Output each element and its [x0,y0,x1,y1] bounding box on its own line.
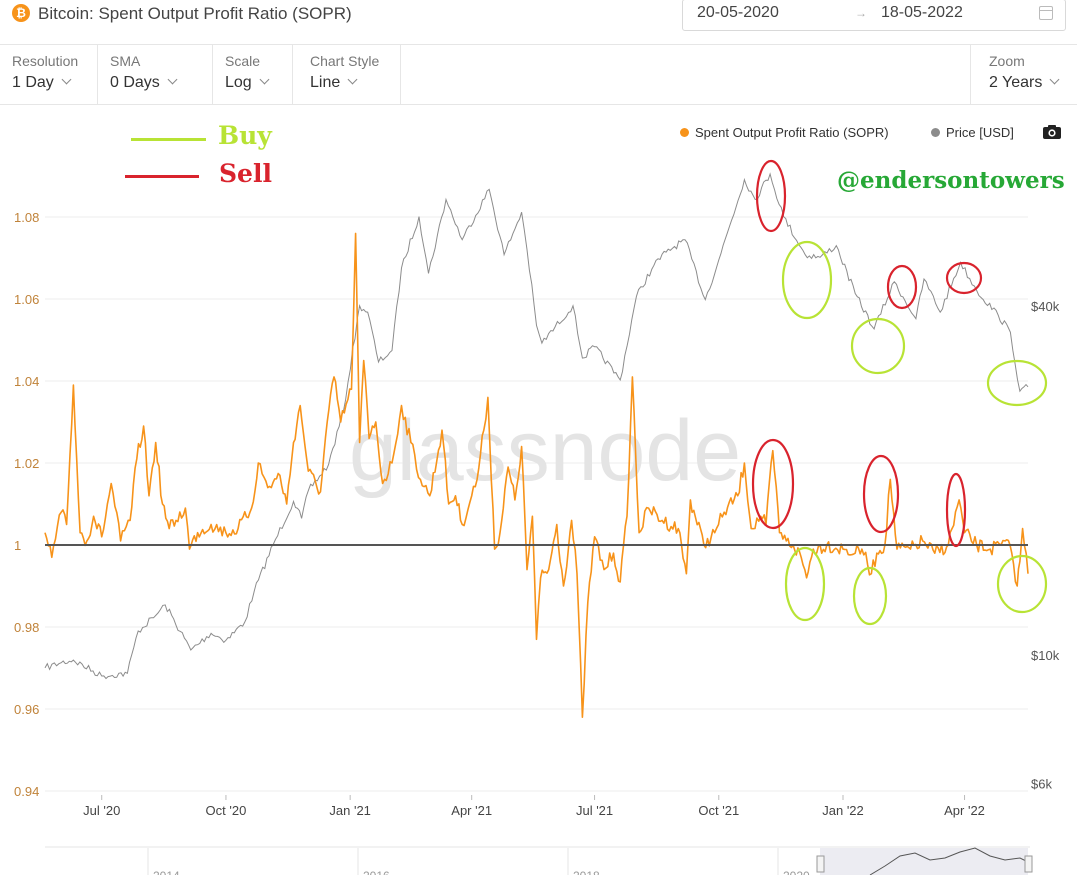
resolution-label: Resolution [12,53,79,69]
x-tick-label: Jan '22 [822,803,864,818]
sell-circle [886,264,918,310]
y-right-tick-label: $10k [1031,648,1060,663]
range-navigator[interactable]: 2014 2016 2018 2020 [45,846,1033,875]
sma-value[interactable]: 0 Days [110,74,178,92]
navigator-year-label: 2016 [363,869,390,875]
sma-label: SMA [110,53,141,69]
x-tick-label: Oct '20 [206,803,247,818]
sell-circle [945,261,983,295]
y-left-tick-label: 1.02 [14,456,39,471]
x-tick-label: Oct '21 [698,803,739,818]
y-left-tick-label: 1.08 [14,210,39,225]
x-tick-label: Jul '20 [83,803,120,818]
y-left-tick-label: 1.04 [14,374,39,389]
arrow-right-icon: → [855,6,867,20]
navigator-selection[interactable] [820,848,1028,875]
navigator-handle[interactable] [1024,855,1033,873]
calendar-icon[interactable] [1039,6,1053,20]
chart-grid [45,216,1028,792]
resolution-value[interactable]: 1 Day [12,74,72,92]
y-left-tick-label: 0.94 [14,784,39,799]
author-handle: @endersontowers [837,167,1065,194]
legend-dot-icon [931,128,940,137]
price-series [44,172,1029,680]
buy-circle [996,554,1048,614]
y-axis-right: $6k $10k $40k [1031,299,1060,792]
buy-circle [784,546,826,622]
legend-item-sopr[interactable]: Spent Output Profit Ratio (SOPR) [680,125,889,140]
legend-label-price: Price [USD] [946,125,1014,140]
sopr-line [44,232,1029,718]
date-end-input[interactable]: 18-05-2022 [881,4,963,21]
sopr-series [44,232,1029,718]
buy-circle [986,359,1048,407]
sell-key-line [125,175,199,178]
chart-style-dropdown[interactable]: Chart Style Line [298,44,401,104]
buy-circle [852,566,888,626]
date-range-picker[interactable]: 20-05-2020 → 18-05-2022 [682,0,1066,31]
y-left-tick-label: 1.06 [14,292,39,307]
buy-annotation-label: Buy [218,121,272,150]
sell-circle [862,454,900,534]
bitcoin-coin-icon: ₿ [12,4,30,22]
buy-circle [781,240,833,320]
y-left-tick-label: 0.96 [14,702,39,717]
x-tick-label: Jul '21 [576,803,613,818]
annotation-circles [751,159,1048,626]
chart-style-label: Chart Style [310,53,380,69]
sell-annotation-label: Sell [219,159,272,188]
buy-circle [850,317,906,375]
y-right-tick-label: $6k [1031,777,1052,792]
sma-dropdown[interactable]: SMA 0 Days [98,44,213,104]
scale-label: Scale [225,53,261,69]
resolution-dropdown[interactable]: Resolution 1 Day [0,44,98,104]
camera-icon[interactable] [1042,124,1062,140]
navigator-price-line [869,847,1029,875]
date-start-input[interactable]: 20-05-2020 [697,4,779,21]
y-left-tick-label: 0.98 [14,620,39,635]
x-tick-label: Jan '21 [329,803,371,818]
navigator-year-label: 2020 [783,869,810,875]
navigator-year-label: 2018 [573,869,600,875]
sell-circle [945,472,967,548]
zoom-dropdown[interactable]: Zoom 2 Years [970,44,1077,104]
scale-dropdown[interactable]: Scale Log [213,44,293,104]
scale-value[interactable]: Log [225,74,270,92]
buy-key-line [131,138,206,141]
sell-circle [755,159,787,233]
legend-label-sopr: Spent Output Profit Ratio (SOPR) [695,125,889,140]
price-line [44,172,1029,680]
glassnode-watermark: glassnode [349,403,741,499]
sell-circle [751,438,795,530]
chart-header: ₿ Bitcoin: Spent Output Profit Ratio (SO… [0,0,1077,45]
x-tick-label: Apr '22 [944,803,985,818]
chart-controls: Resolution 1 Day SMA 0 Days Scale Log Ch… [0,44,1077,105]
x-axis: Jul '20 Oct '20 Jan '21 Apr '21 Jul '21 Oct '… [83,795,985,818]
navigator-year-label: 2014 [153,869,180,875]
y-left-tick-label: 1 [14,538,21,553]
zoom-label: Zoom [989,53,1025,69]
y-axis-left: 0.94 0.96 0.98 1 1.02 1.04 1.06 1.08 [14,210,39,799]
legend-dot-icon [680,128,689,137]
y-right-tick-label: $40k [1031,299,1060,314]
navigator-handle[interactable] [816,855,825,873]
x-tick-label: Apr '21 [451,803,492,818]
page-title: Bitcoin: Spent Output Profit Ratio (SOPR… [38,4,352,23]
legend-item-price[interactable]: Price [USD] [931,125,1014,140]
chart-style-value[interactable]: Line [310,74,358,92]
zoom-value[interactable]: 2 Years [989,74,1060,92]
